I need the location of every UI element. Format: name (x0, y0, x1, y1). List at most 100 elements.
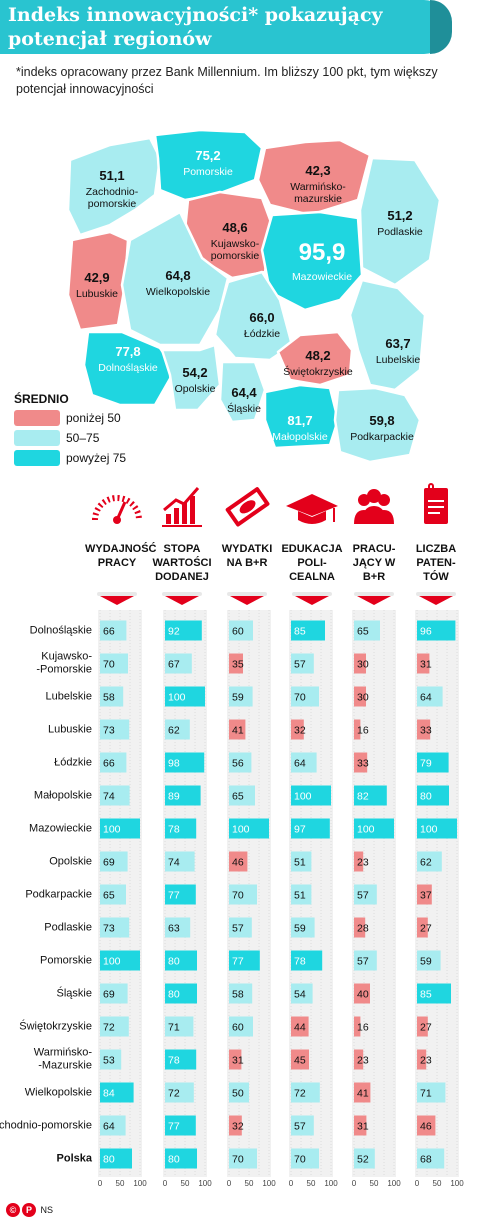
bar (100, 851, 128, 872)
bar (417, 653, 430, 674)
bar (417, 785, 449, 806)
region-value-opolskie: 54,2 (182, 365, 207, 380)
bar (229, 1082, 249, 1103)
bar (417, 851, 442, 872)
bar-value-label: 100 (103, 824, 121, 836)
bar (100, 686, 124, 707)
bar (165, 686, 205, 707)
bar (229, 752, 252, 773)
bar-value-label: 73 (103, 725, 115, 737)
bar (229, 950, 260, 971)
bar-value-label: 70 (294, 1154, 306, 1166)
growth-chart-icon (162, 487, 202, 527)
bar-value-label: 28 (357, 923, 369, 935)
x-tick-label: 100 (198, 1179, 212, 1188)
bar-value-label: 72 (294, 1088, 306, 1100)
bar-value-label: 57 (294, 1121, 306, 1133)
title-bar-accent (430, 0, 452, 54)
bar-value-label: 79 (420, 758, 432, 770)
region-lubelskie (348, 278, 427, 392)
bar (291, 950, 323, 971)
bar (291, 884, 312, 905)
region-malopolskie (263, 383, 340, 450)
category-label: Pomorskie (40, 955, 92, 967)
region-lubuskie (66, 230, 130, 332)
bar-value-label: 63 (168, 923, 180, 935)
bar (165, 1082, 194, 1103)
bar-value-label: 74 (168, 857, 180, 869)
bar-value-label: 51 (294, 890, 306, 902)
region-value-podkarpackie: 59,8 (369, 413, 394, 428)
bar-value-label: 65 (103, 890, 115, 902)
bar-value-label: 27 (420, 1022, 432, 1034)
footer: © P NS (6, 1203, 53, 1217)
bar-value-label: 97 (294, 824, 306, 836)
region-value-mazowieckie: 95,9 (299, 239, 346, 266)
publisher-logo-2: P (22, 1203, 36, 1217)
bar (165, 1148, 197, 1169)
column-marker (230, 596, 264, 605)
bar-value-label: 33 (357, 758, 369, 770)
column-marker-base (416, 592, 456, 596)
bar-value-label: 85 (420, 989, 432, 1001)
legend-title: ŚREDNIO (14, 392, 69, 406)
bar (354, 1016, 361, 1037)
bar (354, 818, 394, 839)
bar (417, 719, 431, 740)
bar-value-label: 23 (357, 1055, 369, 1067)
bar-value-label: 51 (294, 857, 306, 869)
legend-label-mid: 50–75 (66, 431, 100, 445)
bar-value-label: 31 (420, 659, 432, 671)
region-value-podlaskie: 51,2 (387, 208, 412, 223)
bar-value-label: 33 (420, 725, 432, 737)
bar (291, 1148, 319, 1169)
bar (417, 686, 443, 707)
bar (100, 884, 126, 905)
bar (417, 752, 449, 773)
bar (354, 653, 366, 674)
bar (417, 884, 432, 905)
region-name-dolnoslaskie: Dolnośląskie (98, 362, 158, 374)
region-name-slaskie: Śląskie (227, 402, 261, 415)
column-marker-base (227, 592, 267, 596)
bar (291, 1082, 320, 1103)
bar-value-label: 58 (103, 692, 115, 704)
region-name-lodzkie: Łódzkie (244, 328, 280, 340)
regions-map: 51,1 Zachodnio-pomorskie 75,2 Pomorskie 42,3… (66, 128, 442, 464)
x-tick-label: 0 (98, 1179, 103, 1188)
bar (100, 1082, 134, 1103)
bar-value-label: 78 (168, 1055, 180, 1067)
bar-value-label: 80 (168, 989, 180, 1001)
bar-value-label: 96 (420, 626, 432, 638)
region-warminsko-mazurskie (256, 138, 372, 217)
bar (165, 1016, 194, 1037)
bar (417, 1148, 445, 1169)
bar-value-label: 100 (103, 956, 121, 968)
bar (165, 917, 191, 938)
bar-value-label: 77 (232, 956, 244, 968)
bar (354, 884, 377, 905)
category-label: Mazowieckie (29, 823, 92, 835)
legend-item-high: powyżej 75 (14, 450, 126, 466)
bar-value-label: 40 (357, 989, 369, 1001)
bar-value-label: 64 (420, 692, 432, 704)
column-header-pracujacy: PRACU-JĄCY W B+R (342, 480, 406, 605)
bar (100, 1115, 126, 1136)
bar-value-label: 66 (103, 758, 115, 770)
bar-value-label: 45 (294, 1055, 306, 1067)
x-tick-label: 100 (450, 1179, 464, 1188)
bar (165, 1115, 196, 1136)
bar (417, 620, 456, 641)
region-slaskie (218, 360, 267, 424)
bar-value-label: 70 (103, 659, 115, 671)
category-label: Opolskie (49, 856, 92, 868)
region-value-lodzkie: 66,0 (249, 310, 274, 325)
x-tick-label: 100 (262, 1179, 276, 1188)
bar-value-label: 73 (103, 923, 115, 935)
bar-value-label: 59 (294, 923, 306, 935)
bar (291, 1049, 309, 1070)
bar (354, 851, 364, 872)
column-marker (295, 596, 329, 605)
x-tick-label: 50 (116, 1179, 125, 1188)
column-header-wydajnosc: WYDAJNOŚĆ PRACY (85, 480, 157, 605)
